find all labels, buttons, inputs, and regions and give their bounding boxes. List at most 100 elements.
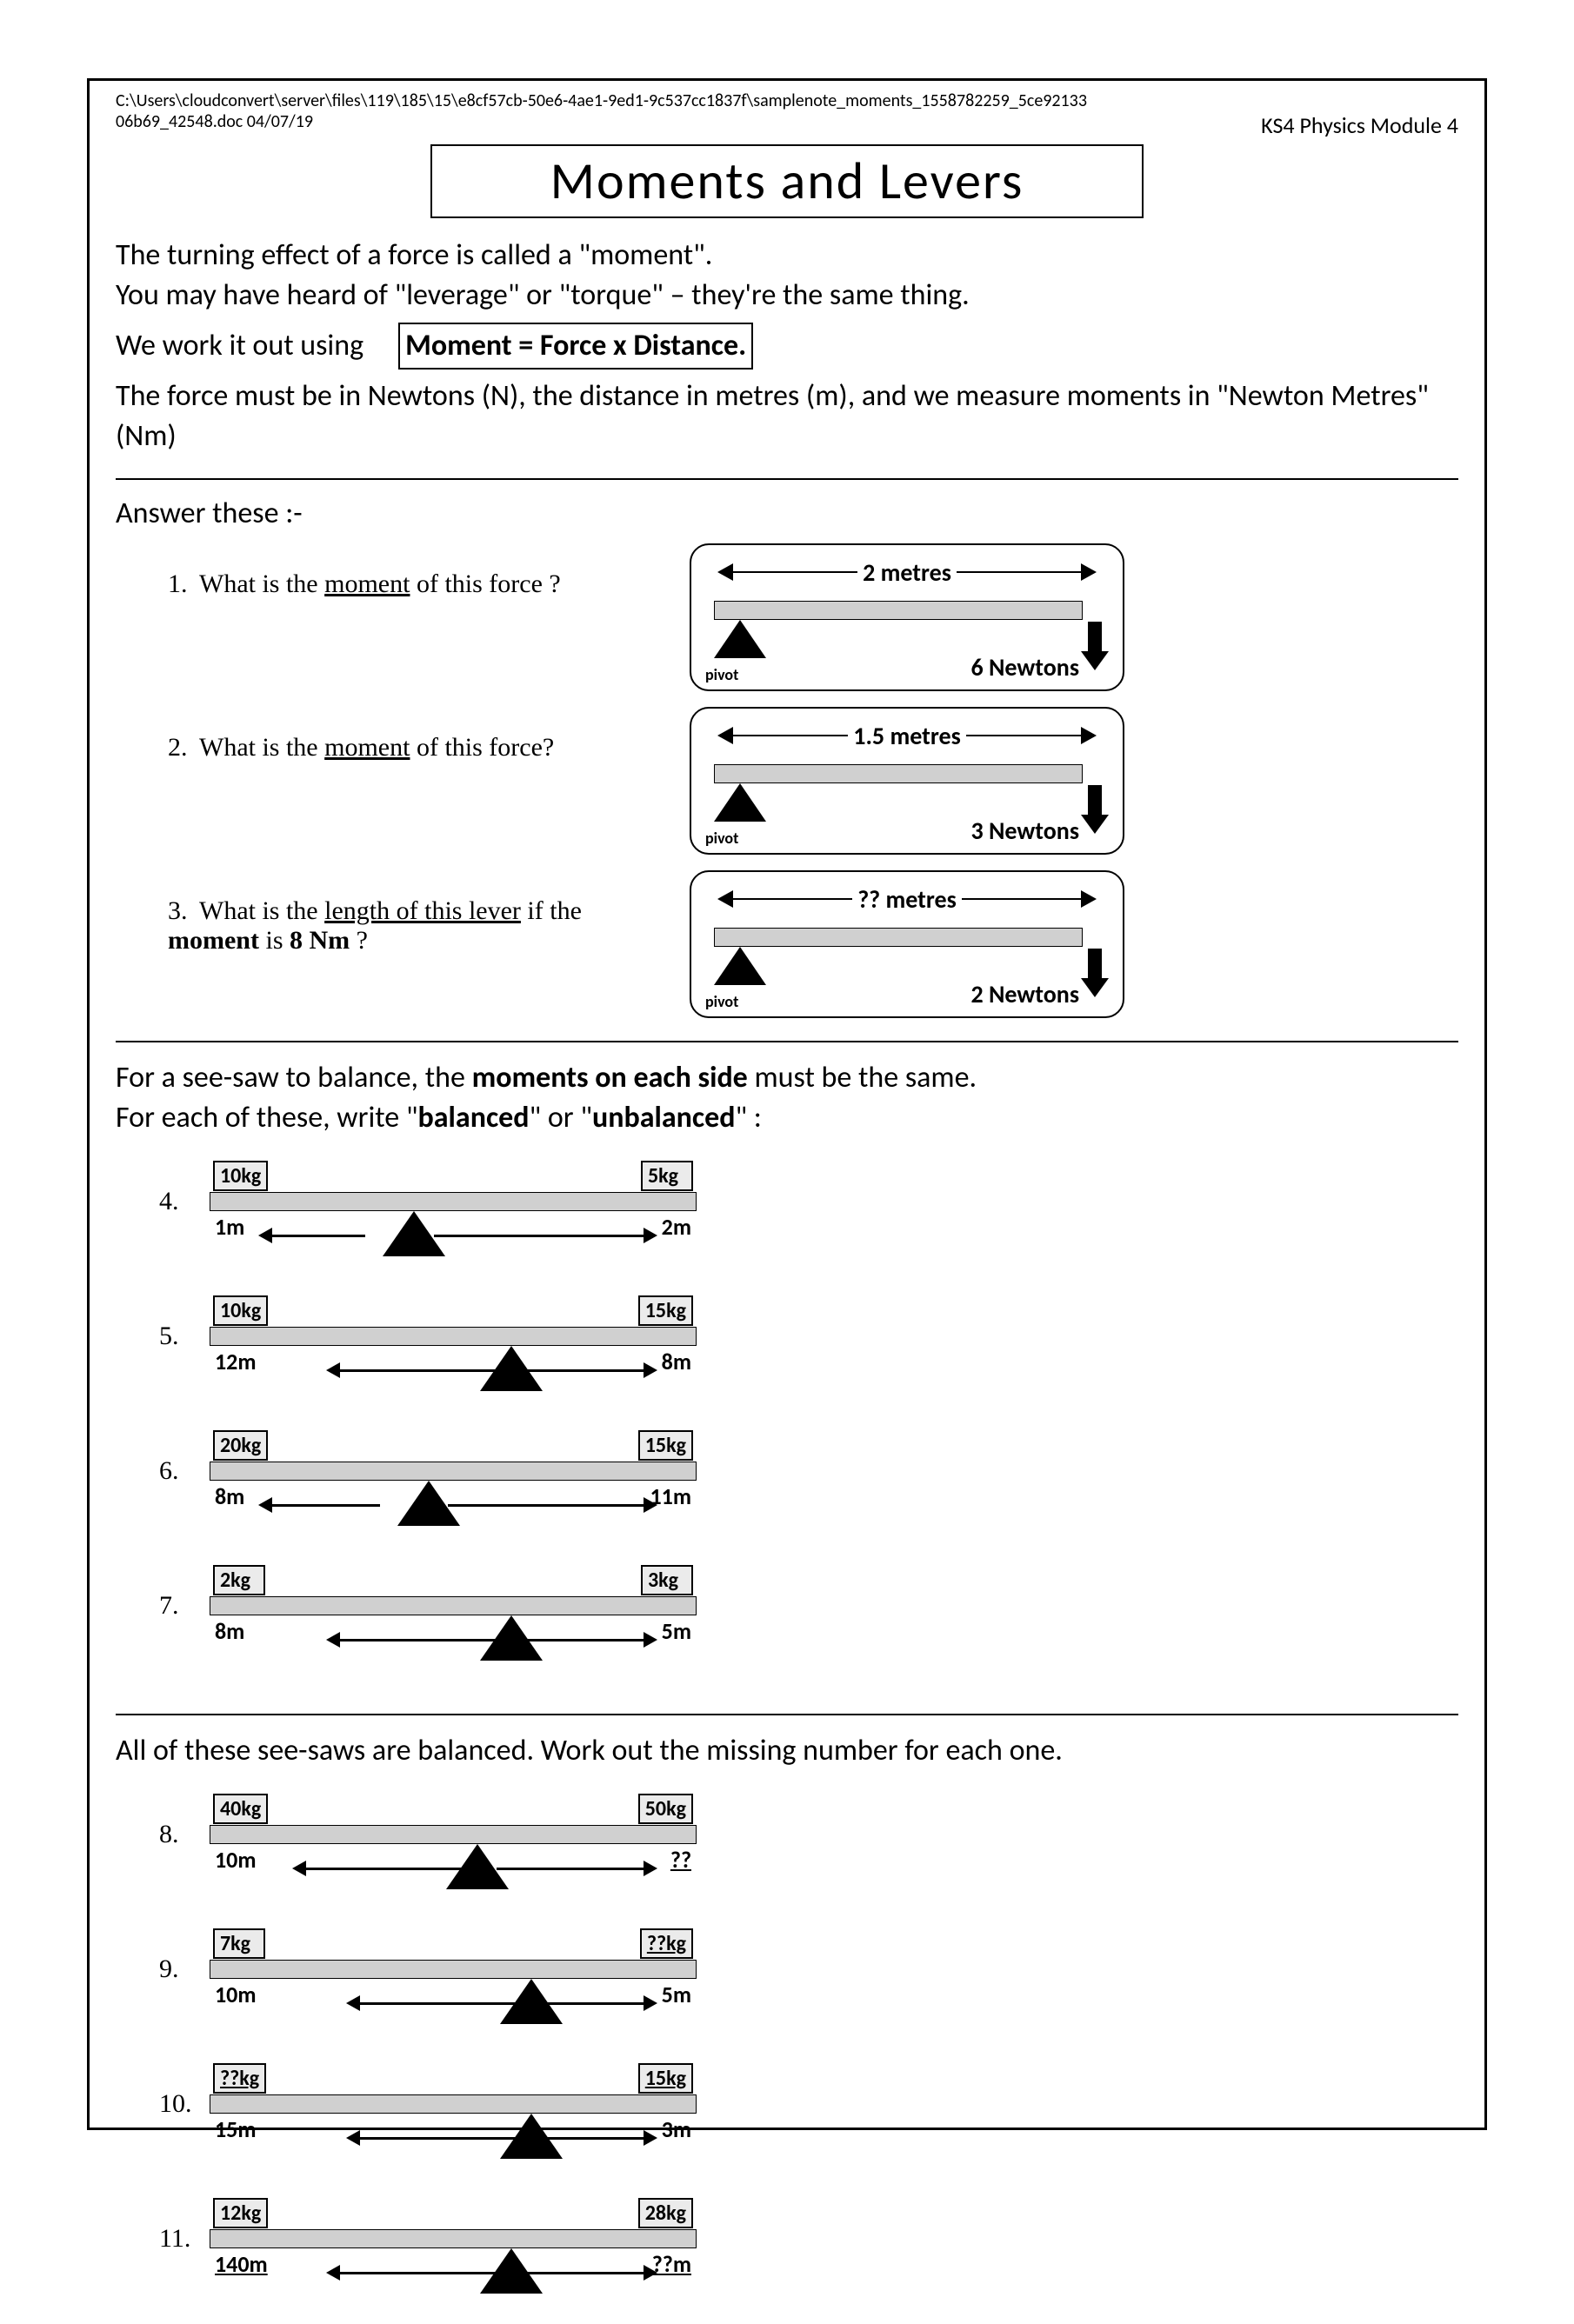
lever1-bar — [714, 601, 1083, 620]
seesaw-arrow-right-icon — [550, 2126, 657, 2150]
intro-line-1: The turning effect of a force is called … — [116, 236, 1458, 276]
seesaw-arrow-left-icon — [326, 2261, 530, 2285]
seesaw-dist-right: 5m — [662, 1981, 691, 2008]
seesaw-weight-left: 7kg — [213, 1928, 265, 1959]
formula-text: Moment = Force x Distance — [405, 328, 738, 363]
arrow-left-icon — [717, 563, 733, 581]
seesaw-weight-right: 15kg — [638, 1430, 693, 1461]
seesaw-weight-left: 12kg — [213, 2198, 268, 2228]
header-path-2: 06b69_42548.doc 04/07/19 — [116, 111, 313, 139]
seesaw-number: 7. — [159, 1565, 194, 1621]
q2-u: moment — [324, 733, 410, 762]
seesaw-item: 5. 10kg 15kg 12m 8m — [159, 1295, 785, 1422]
seesaw-weight-left: 40kg — [213, 1794, 268, 1824]
seesaw-item: 11. 12kg 28kg 140m ??m — [159, 2198, 785, 2324]
separator-1 — [116, 478, 1458, 480]
seesaw-arrow-right-icon — [550, 1991, 657, 2015]
seesaw-dist-row — [210, 2255, 697, 2290]
formula-row: We work it out using Moment = Force x Di… — [116, 323, 1458, 370]
seesaw-weight-left: 2kg — [213, 1565, 265, 1595]
q3-num: 3. — [168, 896, 199, 926]
separator-3 — [116, 1714, 1458, 1715]
lever1-dist-arrow: 2 metres — [717, 559, 1097, 585]
lever3-force-arrow-icon — [1084, 949, 1105, 997]
seesaw-bar — [210, 1825, 697, 1844]
seesaw-dist-right: 2m — [662, 1213, 691, 1241]
lever3-dist-arrow: ?? metres — [717, 886, 1097, 912]
q2-a: What is the — [199, 733, 324, 762]
lever2-distance: 1.5 metres — [848, 721, 965, 751]
seesaw-weight-left: ??kg — [213, 2063, 266, 2094]
seesaw-weight-right: 15kg — [638, 2063, 693, 2094]
seesaw-dist-right: ??m — [652, 2250, 691, 2278]
seesaw-arrow-left-icon — [326, 1628, 530, 1652]
seesaw-diagram: 12kg 28kg 140m ??m — [210, 2198, 697, 2324]
seesaw-dist-right: 8m — [662, 1348, 691, 1375]
seesaw-number: 8. — [159, 1794, 194, 1849]
seesaw-diagram: ??kg 15kg 15m 3m — [210, 2063, 697, 2189]
header-path-1: C:\Users\cloudconvert\server\files\119\1… — [116, 91, 1458, 111]
seesaw-dist-row — [210, 1622, 697, 1657]
q3-d: is — [259, 926, 290, 955]
seesaw-arrow-left-icon — [258, 1493, 380, 1517]
seesaw-grid-b: 4. 10kg 5kg 1m 2m 5. 10kg 15kg — [116, 1161, 1458, 1691]
module-label: KS4 Physics Module 4 — [1261, 111, 1458, 139]
seesaw-dist-left: 8m — [215, 1482, 244, 1510]
section-b-text: For a see-saw to balance, the moments on… — [116, 1058, 1458, 1138]
seesaw-item: 6. 20kg 15kg 8m 11m — [159, 1430, 785, 1556]
lever2-pivot-icon — [714, 783, 766, 822]
seesaw-dist-left: 15m — [215, 2115, 257, 2143]
seesaw-weight-left: 20kg — [213, 1430, 268, 1461]
lever3-pivot-icon — [714, 947, 766, 985]
seesaw-weight-right: 28kg — [638, 2198, 693, 2228]
arrow-right-icon — [1081, 727, 1097, 744]
seesaw-diagram: 2kg 3kg 8m 5m — [210, 1565, 697, 1691]
lever2-force-arrow-icon — [1084, 785, 1105, 834]
q3-e: 8 Nm — [290, 926, 350, 955]
q3-u: length of this lever — [324, 896, 521, 925]
intro-line-4: The force must be in Newtons (N), the di… — [116, 376, 1458, 456]
seesaw-dist-right: 5m — [662, 1617, 691, 1645]
sb-l1a: For a see-saw to balance, the — [116, 1060, 472, 1095]
q1-a: What is the — [199, 569, 324, 598]
header-row-2: 06b69_42548.doc 04/07/19 KS4 Physics Mod… — [116, 111, 1458, 139]
seesaw-dist-row — [210, 2121, 697, 2155]
q1-b: of this force ? — [410, 569, 560, 598]
seesaw-weight-right: ??kg — [640, 1928, 693, 1959]
seesaw-diagram: 7kg ??kg 10m 5m — [210, 1928, 697, 2054]
seesaw-arrow-left-icon — [346, 2126, 570, 2150]
sb-l2b: balanced — [418, 1100, 530, 1135]
seesaw-weight-right: 5kg — [641, 1161, 693, 1191]
arrow-right-icon — [1081, 563, 1097, 581]
seesaw-number: 6. — [159, 1430, 194, 1486]
seesaw-dist-row — [210, 1353, 697, 1388]
seesaw-item: 4. 10kg 5kg 1m 2m — [159, 1161, 785, 1287]
seesaw-arrow-right-icon — [448, 1493, 657, 1517]
seesaw-number: 11. — [159, 2198, 194, 2254]
seesaw-bar — [210, 2229, 697, 2248]
seesaw-dist-left: 8m — [215, 1617, 244, 1645]
arrow-right-icon — [1081, 890, 1097, 908]
seesaw-diagram: 10kg 15kg 12m 8m — [210, 1295, 697, 1422]
intro-block: The turning effect of a force is called … — [116, 236, 1458, 456]
lever3-bar — [714, 928, 1083, 947]
seesaw-arrow-right-icon — [531, 1358, 658, 1382]
seesaw-dist-right: ?? — [670, 1846, 691, 1874]
seesaw-number: 10. — [159, 2063, 194, 2119]
seesaw-weight-right: 15kg — [638, 1295, 693, 1326]
seesaw-number: 9. — [159, 1928, 194, 1984]
seesaw-weight-right: 3kg — [641, 1565, 693, 1595]
lever3-distance: ?? metres — [852, 884, 962, 915]
seesaw-dist-left: 12m — [215, 1348, 257, 1375]
seesaw-dist-left: 10m — [215, 1846, 257, 1874]
seesaw-arrow-left-icon — [258, 1223, 365, 1248]
arrow-left-icon — [717, 890, 733, 908]
seesaw-bar — [210, 1327, 697, 1346]
seesaw-number: 5. — [159, 1295, 194, 1351]
sb-l2d: unbalanced — [592, 1100, 736, 1135]
question-3-text: 3.What is the length of this lever if th… — [116, 870, 655, 956]
lever1-force-arrow-icon — [1084, 622, 1105, 670]
lever2-bar — [714, 764, 1083, 783]
seesaw-arrow-right-icon — [434, 1223, 658, 1248]
seesaw-weight-left: 10kg — [213, 1295, 268, 1326]
